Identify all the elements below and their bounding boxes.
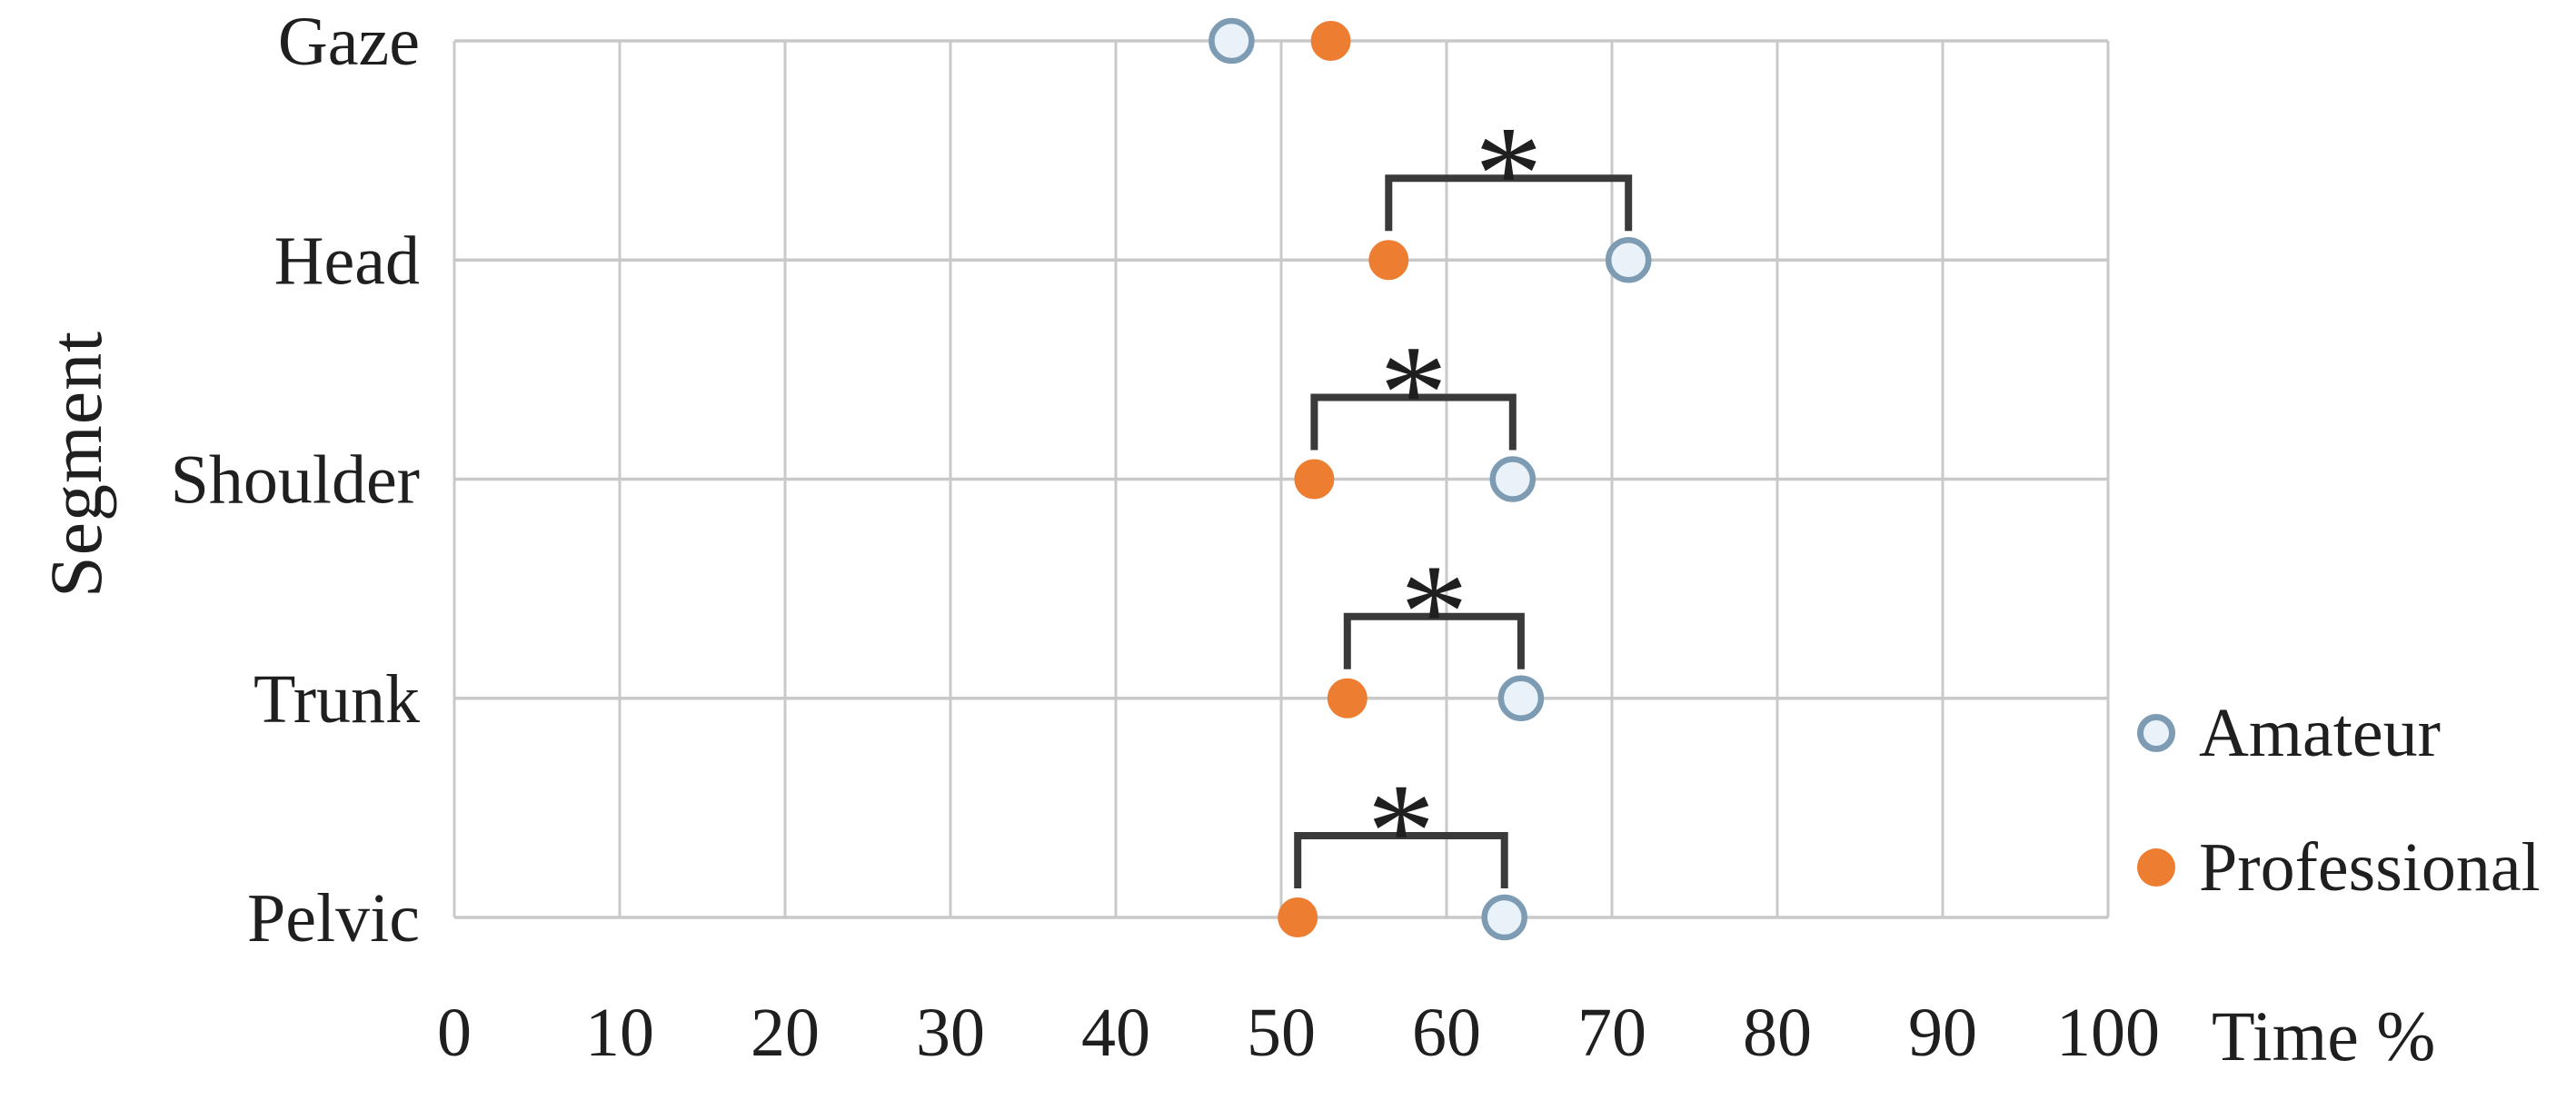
legend-item-professional: Professional [2137, 825, 2541, 910]
amateur-point-head [1605, 237, 1652, 283]
x-tick-label-60: 60 [1412, 995, 1481, 1071]
significance-bracket-pelvic [1294, 832, 1508, 888]
category-label-trunk: Trunk [254, 661, 420, 738]
significance-star-trunk: * [1400, 537, 1468, 688]
category-label-shoulder: Shoulder [171, 442, 420, 519]
professional-point-shoulder [1294, 459, 1335, 500]
x-tick-label-10: 10 [585, 995, 654, 1071]
amateur-point-gaze [1208, 17, 1255, 64]
x-tick-label-20: 20 [751, 995, 820, 1071]
professional-point-gaze [1310, 21, 1351, 61]
amateur-point-trunk [1497, 675, 1545, 721]
amateur-point-pelvic [1481, 894, 1527, 941]
category-label-head: Head [274, 223, 420, 299]
x-tick-label-40: 40 [1081, 995, 1150, 1071]
significance-bracket-shoulder [1310, 393, 1517, 451]
professional-point-head [1368, 240, 1409, 281]
significance-star-head: * [1475, 98, 1543, 249]
significance-bracket-trunk [1343, 612, 1525, 669]
amateur-point-shoulder [1489, 456, 1537, 502]
x-axis-title: Time % [2212, 996, 2436, 1075]
x-tick-label-90: 90 [1908, 995, 1977, 1071]
x-tick-label-80: 80 [1743, 995, 1812, 1071]
significance-bracket-head [1385, 174, 1633, 232]
amateur-open-circle-icon [2137, 714, 2175, 752]
legend-label-professional: Professional [2199, 828, 2541, 906]
x-tick-label-70: 70 [1577, 995, 1646, 1071]
professional-point-trunk [1327, 678, 1368, 718]
category-label-gaze: Gaze [278, 4, 420, 80]
legend-label-amateur: Amateur [2199, 694, 2441, 771]
y-axis-title: Segment [35, 331, 117, 598]
professional-point-pelvic [1278, 897, 1318, 937]
professional-filled-circle-icon [2137, 848, 2175, 887]
x-tick-label-50: 50 [1247, 995, 1316, 1071]
category-label-pelvic: Pelvic [247, 880, 420, 956]
significance-star-pelvic: * [1367, 756, 1435, 907]
significance-star-shoulder: * [1379, 318, 1447, 469]
x-tick-label-0: 0 [437, 995, 472, 1071]
x-tick-label-100: 100 [2056, 995, 2160, 1071]
legend: Amateur Professional [2137, 690, 2541, 910]
legend-item-amateur: Amateur [2137, 690, 2541, 776]
x-tick-label-30: 30 [916, 995, 985, 1071]
